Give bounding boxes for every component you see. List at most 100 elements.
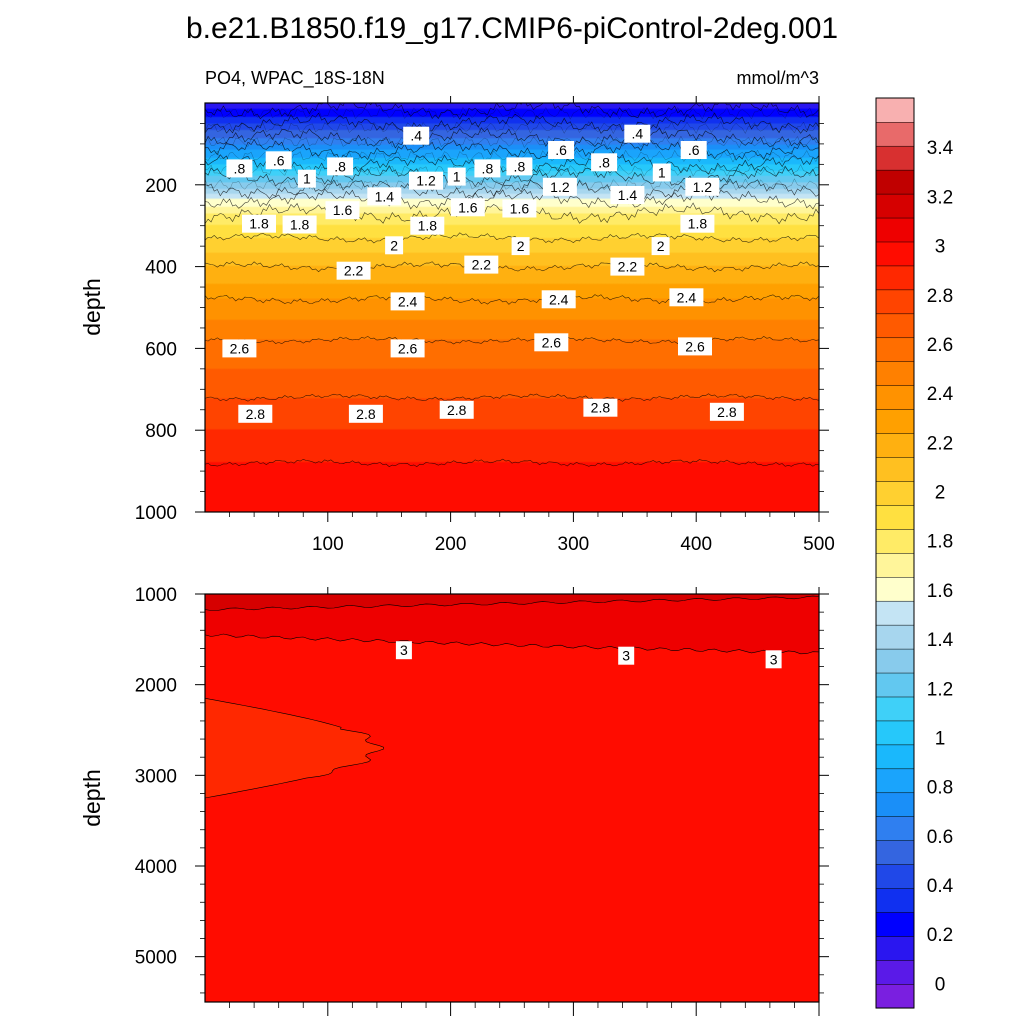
colorbar-swatch (875, 672, 915, 698)
colorbar-swatch (875, 145, 915, 171)
contour-label: 2.6 (390, 339, 425, 358)
contour-label: 1.4 (610, 186, 645, 204)
contour-label-text: 2.6 (230, 340, 250, 356)
colorbar-label: 1.6 (927, 581, 953, 602)
contour-label: .6 (265, 151, 292, 170)
contour-line (205, 393, 819, 402)
y-tick-label: 4000 (135, 857, 177, 878)
contour-label: 2 (651, 237, 670, 256)
contour-label: .8 (474, 159, 501, 178)
colorbar-label: 1.8 (927, 532, 953, 553)
y-tick-label: 1000 (135, 585, 177, 606)
contour-label: 2.6 (678, 337, 712, 356)
colorbar-swatch (875, 361, 915, 386)
colorbar-swatch (875, 959, 915, 985)
contour-label: 2.2 (610, 257, 645, 276)
contour-label: 2.8 (709, 402, 744, 421)
contour-label-text: 2.4 (398, 293, 418, 309)
colorbar-swatch (875, 935, 915, 961)
contour-label: 1.8 (242, 214, 276, 233)
contour-label: 1.8 (410, 216, 445, 235)
contour-label-text: 1.8 (249, 216, 269, 232)
colorbar-label: 1 (935, 729, 946, 750)
contour-line (205, 294, 819, 305)
contour-label: 1.2 (542, 177, 577, 196)
contour-label-text: 1.6 (510, 201, 530, 217)
colorbar-swatch (875, 409, 915, 434)
contour-label: 2.4 (390, 292, 425, 311)
contour-label-text: 3 (770, 651, 778, 667)
contour-label-text: 1.2 (693, 179, 713, 195)
colorbar-swatch (875, 480, 915, 506)
contour-label: 2 (511, 237, 530, 256)
contour-label-text: .8 (514, 158, 526, 174)
contour-label: 2.8 (583, 398, 618, 417)
colorbar-swatch (875, 792, 915, 817)
colorbar-swatch (875, 241, 915, 267)
colorbar-swatch (875, 648, 915, 674)
contour-label-text: 2.4 (677, 289, 697, 305)
colorbar-swatch (875, 169, 915, 195)
colorbar-label: 0.6 (927, 827, 953, 848)
contour-label-text: 1.4 (618, 187, 638, 203)
colorbar-swatch (875, 97, 915, 123)
contour-label-text: 2.2 (344, 263, 364, 279)
contour-label-text: .8 (598, 154, 610, 170)
contour-label: 2.2 (336, 261, 371, 280)
contour-label: .6 (548, 141, 575, 159)
contour-label-text: 2.6 (398, 340, 418, 356)
x-tick-label: 400 (680, 534, 712, 555)
contour-label: .6 (680, 141, 707, 159)
colorbar: 0 0.2 0.4 0.6 0.8 1 1.2 1.4 1.6 1.8 2 2.2 2.4 2.6 2.8 3… (875, 97, 954, 1009)
contour-label: 2.4 (669, 288, 704, 307)
contour-label-text: 2.2 (618, 259, 638, 275)
colorbar-swatch (875, 624, 915, 650)
contour-label: 2 (385, 236, 404, 255)
contour-label-text: .4 (410, 128, 422, 144)
upper-axes: 100 200 300 400 500 200 400 600 800 1000 (135, 96, 835, 555)
colorbar-label: 3.4 (927, 138, 954, 159)
colorbar-label: 2.6 (927, 335, 953, 356)
upper-y-axis-label: depth (79, 278, 105, 336)
contour-label-text: .6 (273, 152, 285, 168)
contour-label: 1.6 (325, 201, 360, 220)
contour-label: 1.8 (680, 214, 715, 233)
contour-label: 3 (765, 650, 782, 669)
contour-label-text: 2.6 (685, 338, 705, 354)
contour-label-text: 1 (658, 165, 666, 181)
y-tick-label: 400 (145, 258, 177, 279)
colorbar-swatch (875, 193, 915, 219)
contour-label-text: .6 (555, 142, 567, 158)
contour-label-text: 1 (453, 169, 461, 185)
contour-label-text: .8 (334, 158, 346, 174)
contour-label-text: 3 (400, 642, 408, 658)
colorbar-swatch (875, 600, 915, 626)
contour-label: 3 (395, 641, 412, 660)
colorbar-label: 1.2 (927, 679, 953, 700)
chart-title: b.e21.B1850.f19_g17.CMIP6-piControl-2deg… (186, 12, 838, 45)
colorbar-swatch (875, 720, 915, 746)
contour-label-text: 2.4 (549, 291, 569, 307)
colorbar-label: 1.4 (927, 630, 954, 651)
contour-label-text: 1.6 (458, 199, 478, 215)
colorbar-label: 2.4 (927, 384, 954, 405)
contour-label-text: 1.2 (550, 179, 570, 195)
subtitle-left: PO4, WPAC_18S-18N (205, 68, 385, 89)
colorbar-swatch (875, 313, 915, 339)
colorbar-swatch (875, 888, 915, 913)
contour-line-minor (205, 135, 819, 149)
contour-label-text: 1 (303, 171, 311, 187)
region-3.0-3.2 (205, 595, 819, 655)
y-tick-label: 5000 (135, 948, 177, 969)
contour-label: 1 (447, 167, 466, 186)
y-tick-label: 3000 (135, 766, 177, 787)
contour-label: .4 (624, 124, 651, 143)
colorbar-swatch (875, 265, 915, 291)
contour-label: 1.2 (685, 177, 720, 196)
y-tick-label: 800 (145, 421, 177, 442)
colorbar-swatch (875, 840, 915, 865)
contour-label: .8 (506, 157, 533, 176)
contour-label: .4 (403, 126, 430, 145)
x-tick-label: 200 (435, 534, 467, 555)
contour-label-text: 1.8 (290, 217, 310, 233)
